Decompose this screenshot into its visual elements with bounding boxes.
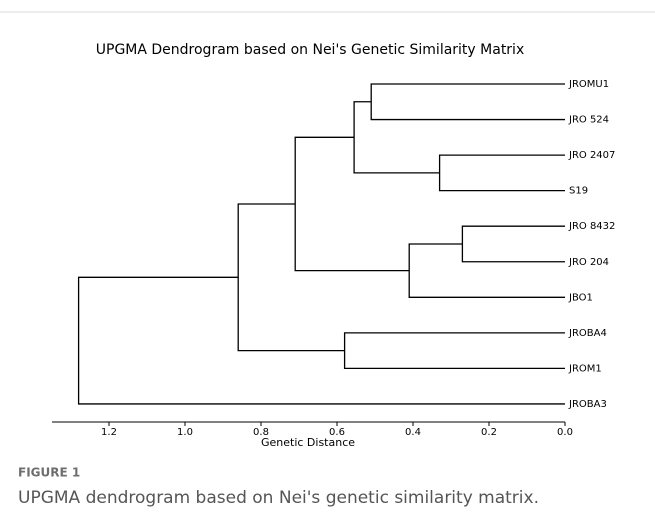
leaf-label: S19: [569, 186, 588, 197]
dendrogram-link: [237, 203, 345, 352]
dendrogram-link: [461, 225, 565, 263]
x-tick-label: 0.4: [405, 427, 421, 438]
dendrogram-link: [438, 154, 565, 192]
chart-title: UPGMA Dendrogram based on Nei's Genetic …: [96, 42, 524, 58]
leaf-label: JROM1: [568, 363, 602, 374]
x-tick-label: 0.0: [557, 427, 573, 438]
x-tick-label: 0.8: [253, 427, 269, 438]
leaf-label: JROBA3: [568, 399, 607, 410]
x-axis-label: Genetic Distance: [261, 436, 355, 449]
figure-label: FIGURE 1: [18, 466, 80, 480]
leaf-label: JRO 204: [568, 257, 609, 268]
dendrogram-link: [353, 101, 440, 174]
dendrogram-link: [294, 136, 410, 272]
figure-caption: UPGMA dendrogram based on Nei's genetic …: [18, 488, 539, 508]
x-tick-label: 0.2: [481, 427, 497, 438]
leaf-label: JBO1: [568, 292, 593, 303]
dendrogram-link: [370, 83, 565, 121]
x-tick-label: 1.2: [101, 427, 117, 438]
x-tick-label: 1.0: [177, 427, 193, 438]
leaf-label: JRO 524: [568, 115, 609, 126]
leaf-label: JRO 2407: [568, 150, 615, 161]
dendrogram-link: [77, 276, 565, 405]
x-tick-label: 0.6: [329, 427, 345, 438]
dendrogram-link: [408, 243, 565, 298]
leaf-label: JROBA4: [568, 328, 607, 339]
leaf-label: JRO 8432: [568, 221, 615, 232]
leaf-label: JROMU1: [568, 79, 609, 90]
dendrogram-link: [343, 332, 565, 370]
